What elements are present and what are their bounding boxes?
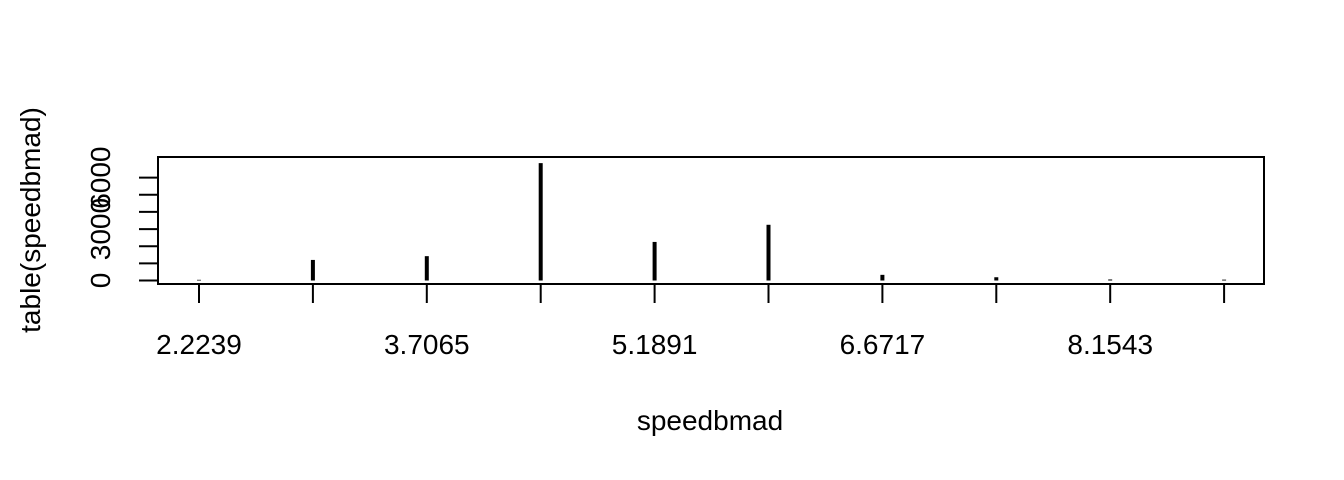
y-axis-title: table(speedbmad) xyxy=(15,107,46,333)
x-tick-label: 2.2239 xyxy=(156,329,242,360)
x-tick-label: 3.7065 xyxy=(384,329,470,360)
x-axis: 2.2239 3.7065 5.1891 6.6717 8.1543 xyxy=(156,283,1226,360)
y-tick-label: 3000 xyxy=(85,198,116,260)
y-tick-label: 6000 xyxy=(85,146,116,208)
y-tick-label: 0 xyxy=(85,273,116,289)
x-tick-label: 5.1891 xyxy=(612,329,698,360)
plot-frame xyxy=(157,156,1265,285)
x-tick-label: 6.6717 xyxy=(840,329,926,360)
x-tick-label: 8.1543 xyxy=(1067,329,1153,360)
bar-series xyxy=(197,163,1227,281)
x-axis-title: speedbmad xyxy=(637,405,783,436)
